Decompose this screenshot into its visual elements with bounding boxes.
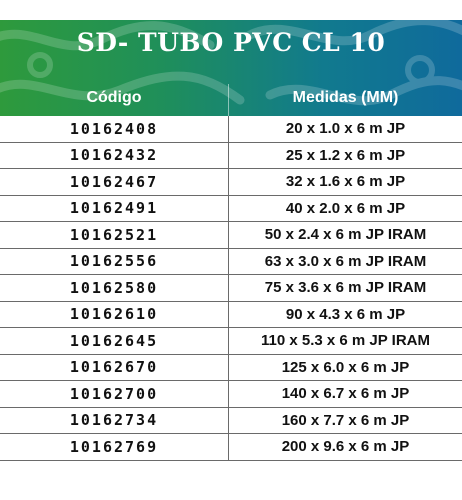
code-cell: 10162734 [0, 407, 229, 434]
code-cell: 10162610 [0, 301, 229, 328]
measure-cell: 32 x 1.6 x 6 m JP [228, 168, 462, 196]
code-cell: 10162521 [0, 221, 229, 249]
table-row: 10162432 25 x 1.2 x 6 m JP [0, 142, 462, 169]
code-cell: 10162467 [0, 168, 229, 196]
code-cell: 10162769 [0, 433, 229, 461]
table-row: 10162491 40 x 2.0 x 6 m JP [0, 195, 462, 222]
header-divider [228, 84, 229, 116]
code-cell: 10162700 [0, 380, 229, 408]
product-table: 10162408 20 x 1.0 x 6 m JP 10162432 25 x 1… [0, 116, 462, 461]
measure-cell: 160 x 7.7 x 6 m JP [228, 407, 462, 434]
table-row: 10162645 110 x 5.3 x 6 m JP IRAM [0, 327, 462, 355]
decorative-swirl-pattern [0, 20, 462, 106]
table-row: 10162670 125 x 6.0 x 6 m JP [0, 354, 462, 381]
measure-cell: 20 x 1.0 x 6 m JP [228, 116, 462, 143]
code-cell: 10162408 [0, 116, 229, 143]
column-header-measure: Medidas (MM) [292, 89, 399, 106]
measure-cell: 50 x 2.4 x 6 m JP IRAM [228, 221, 462, 249]
table-title: SD- TUBO PVC CL 10 [76, 28, 386, 57]
table-row: 10162556 63 x 3.0 x 6 m JP IRAM [0, 248, 462, 275]
table-row: 10162734 160 x 7.7 x 6 m JP [0, 407, 462, 434]
table-header-banner: SD- TUBO PVC CL 10 Código Medidas (MM) [0, 20, 462, 116]
column-header-code: Código [86, 89, 142, 106]
table-row: 10162610 90 x 4.3 x 6 m JP [0, 301, 462, 328]
measure-cell: 110 x 5.3 x 6 m JP IRAM [228, 327, 462, 355]
table-row: 10162408 20 x 1.0 x 6 m JP [0, 116, 462, 143]
measure-cell: 25 x 1.2 x 6 m JP [228, 142, 462, 169]
measure-cell: 125 x 6.0 x 6 m JP [228, 354, 462, 381]
measure-cell: 90 x 4.3 x 6 m JP [228, 301, 462, 328]
measure-cell: 200 x 9.6 x 6 m JP [228, 433, 462, 461]
code-cell: 10162580 [0, 274, 229, 302]
code-cell: 10162645 [0, 327, 229, 355]
table-row: 10162769 200 x 9.6 x 6 m JP [0, 433, 462, 461]
measure-cell: 75 x 3.6 x 6 m JP IRAM [228, 274, 462, 302]
table-row: 10162580 75 x 3.6 x 6 m JP IRAM [0, 274, 462, 302]
code-cell: 10162670 [0, 354, 229, 381]
code-cell: 10162556 [0, 248, 229, 275]
measure-cell: 40 x 2.0 x 6 m JP [228, 195, 462, 222]
code-cell: 10162432 [0, 142, 229, 169]
table-row: 10162521 50 x 2.4 x 6 m JP IRAM [0, 221, 462, 249]
measure-cell: 140 x 6.7 x 6 m JP [228, 380, 462, 408]
code-cell: 10162491 [0, 195, 229, 222]
measure-cell: 63 x 3.0 x 6 m JP IRAM [228, 248, 462, 275]
table-row: 10162467 32 x 1.6 x 6 m JP [0, 168, 462, 196]
table-row: 10162700 140 x 6.7 x 6 m JP [0, 380, 462, 408]
